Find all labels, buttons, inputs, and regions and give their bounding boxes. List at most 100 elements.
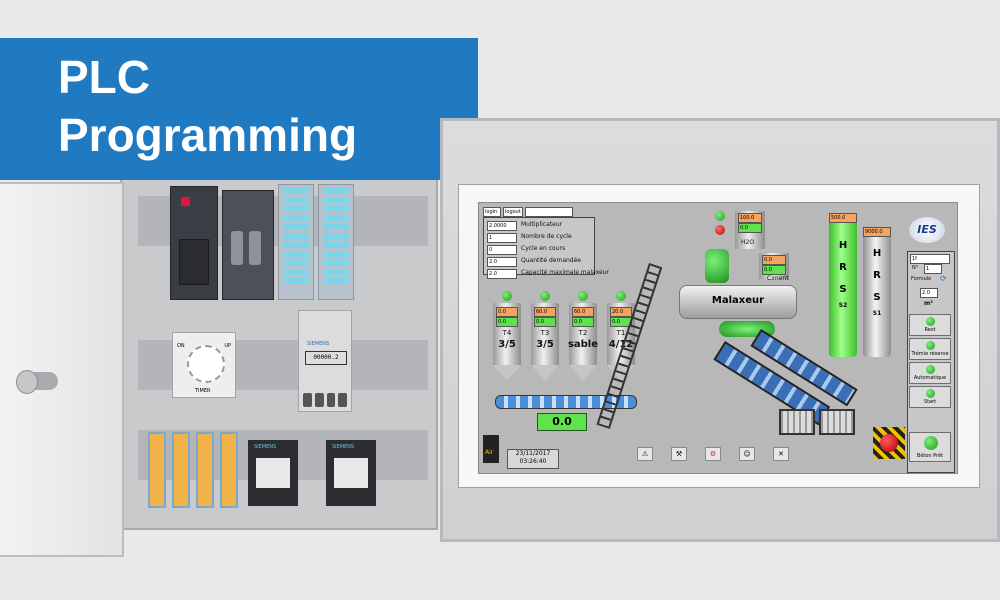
silo-setpoint: 0.0 bbox=[496, 317, 518, 327]
cabinet-door bbox=[0, 182, 124, 557]
hrs-s2-label: S2 bbox=[838, 302, 848, 309]
water-setpoint: 0.0 bbox=[738, 223, 762, 233]
ies-logo: IES bbox=[909, 217, 945, 243]
relay-bank bbox=[148, 432, 238, 508]
page-title: PLC Programming bbox=[58, 48, 357, 164]
gear-icon[interactable]: ⚙ bbox=[705, 447, 721, 461]
silo-ratio: 3/5 bbox=[536, 339, 554, 350]
hrs-s2-value: 500.0 bbox=[829, 213, 857, 223]
login-button[interactable]: login bbox=[483, 207, 501, 217]
recipe-field[interactable]: 1f bbox=[910, 254, 950, 264]
multiplicateur-input[interactable]: 2.0000 bbox=[487, 221, 517, 231]
refresh-icon[interactable]: ⟳ bbox=[940, 274, 947, 283]
cement-setpoint: 0.0 bbox=[762, 265, 786, 275]
mixer[interactable]: Malaxeur bbox=[679, 285, 797, 319]
air-compressor[interactable]: Air bbox=[483, 435, 499, 463]
button-label: Start bbox=[923, 399, 937, 405]
hrs-letter: R bbox=[839, 262, 847, 273]
cycle-count-input[interactable]: 1 bbox=[487, 233, 517, 243]
param-label: Multiplicateur bbox=[521, 221, 563, 228]
logout-button[interactable]: logout bbox=[503, 207, 523, 217]
hmi-screen: login logout 2.0000 Multiplicateur 1 Nombr… bbox=[478, 202, 958, 474]
timer-up-label: UP bbox=[224, 343, 231, 349]
concrete-ready-button[interactable]: Béton Prêt bbox=[909, 432, 951, 462]
mixer-capacity-input[interactable]: 2.0 bbox=[487, 269, 517, 279]
timer-relay: ON UP TIMER bbox=[172, 332, 236, 398]
water-alarm-icon bbox=[715, 225, 725, 235]
water-led-icon bbox=[715, 211, 725, 221]
hrs-letter: S bbox=[839, 284, 847, 295]
wrench-icon[interactable]: ✕ bbox=[773, 447, 789, 461]
mixer-motor bbox=[705, 249, 729, 283]
user-field[interactable] bbox=[525, 207, 573, 217]
button-label: Rest bbox=[924, 327, 936, 333]
param-label: Cycle en cours bbox=[521, 245, 566, 252]
silo-weight: 0.0 bbox=[496, 307, 518, 317]
requested-quantity-input[interactable]: 2.0 bbox=[487, 257, 517, 267]
contactor: SIEMENS bbox=[326, 440, 376, 506]
formule-label: Formule bbox=[911, 276, 932, 282]
silo-ratio: sable bbox=[567, 339, 599, 350]
counter-brand: SIEMENS bbox=[307, 341, 330, 347]
silo-setpoint: 0.0 bbox=[534, 317, 556, 327]
silo-weight: 60.0 bbox=[572, 307, 594, 317]
title-banner bbox=[0, 38, 478, 180]
plc-io-module bbox=[278, 184, 314, 300]
toolbar: ⚠ ⚒ ⚙ ☺ ✕ bbox=[637, 447, 789, 461]
hour-counter: SIEMENS 00000.2 bbox=[298, 310, 352, 412]
timer-label: TIMER bbox=[195, 388, 211, 394]
status-led-icon bbox=[540, 291, 550, 301]
silo-name: T1 bbox=[616, 329, 626, 337]
silo-t3[interactable]: 60.0 0.0 T3 3/5 bbox=[531, 291, 559, 381]
tools-icon[interactable]: ⚒ bbox=[671, 447, 687, 461]
door-handle-icon bbox=[16, 370, 58, 394]
title-line-2: Programming bbox=[58, 109, 358, 161]
users-icon[interactable]: ☺ bbox=[739, 447, 755, 461]
silo-ratio: 4/12 bbox=[608, 339, 634, 350]
datetime-display: 23/11/2017 03:26:40 bbox=[507, 449, 559, 469]
number-label: N° bbox=[912, 265, 919, 271]
silo-name: T3 bbox=[540, 329, 550, 337]
truck-cart bbox=[819, 409, 855, 435]
plc-comm-module bbox=[222, 190, 274, 300]
counter-display: 00000.2 bbox=[305, 351, 347, 365]
reset-button[interactable]: Rest bbox=[909, 314, 951, 336]
param-label: Nombre de cycle bbox=[521, 233, 572, 240]
hrs-silo-s2[interactable]: 500.0 H R S S2 bbox=[829, 213, 857, 357]
cement-hopper[interactable]: 0.0 0.0 bbox=[759, 253, 789, 279]
silo-weight: 20.0 bbox=[610, 307, 632, 317]
timer-on-label: ON bbox=[177, 343, 185, 349]
status-led-icon bbox=[502, 291, 512, 301]
start-button[interactable]: Start bbox=[909, 386, 951, 408]
silo-t4[interactable]: 0.0 0.0 T4 3/5 bbox=[493, 291, 521, 381]
truck-cart bbox=[779, 409, 815, 435]
side-control-panel: 1f N° 1 Formule ⟳ 2.0 m³ Rest Trémie rés… bbox=[907, 251, 955, 473]
silo-ratio: 3/5 bbox=[498, 339, 516, 350]
volume-input[interactable]: 2.0 bbox=[920, 288, 938, 298]
button-label: Trémie réserve bbox=[911, 351, 949, 357]
silo-weight: 60.0 bbox=[534, 307, 556, 317]
recipe-number-input[interactable]: 1 bbox=[924, 264, 942, 274]
hrs-silo-s1[interactable]: 9000.0 H R S S1 bbox=[863, 227, 891, 357]
water-tank[interactable]: 100.0 0.0 H2O bbox=[735, 211, 765, 249]
emergency-stop-button[interactable] bbox=[873, 427, 905, 459]
silo-name: T4 bbox=[502, 329, 512, 337]
mixer-label: Malaxeur bbox=[711, 295, 765, 306]
hrs-s1-label: S1 bbox=[872, 310, 882, 317]
cement-weight: 0.0 bbox=[762, 255, 786, 265]
current-cycle-field: 0 bbox=[487, 245, 517, 255]
automatic-button[interactable]: Automatique bbox=[909, 362, 951, 384]
silo-group: 0.0 0.0 T4 3/5 60.0 0.0 T3 3/5 60.0 0.0 … bbox=[493, 291, 635, 381]
param-label: Capacité maximale malaxeur bbox=[521, 269, 609, 276]
plc-cpu bbox=[170, 186, 218, 300]
hrs-letter: R bbox=[873, 270, 881, 281]
silo-setpoint: 0.0 bbox=[572, 317, 594, 327]
status-led-icon bbox=[578, 291, 588, 301]
reserve-hopper-button[interactable]: Trémie réserve bbox=[909, 338, 951, 360]
warning-icon[interactable]: ⚠ bbox=[637, 447, 653, 461]
silo-t2[interactable]: 60.0 0.0 T2 sable bbox=[568, 291, 598, 381]
water-label: H2O bbox=[741, 239, 755, 246]
hrs-letter: S bbox=[873, 292, 881, 303]
contactor: SIEMENS bbox=[248, 440, 298, 506]
date-text: 23/11/2017 bbox=[515, 450, 551, 457]
